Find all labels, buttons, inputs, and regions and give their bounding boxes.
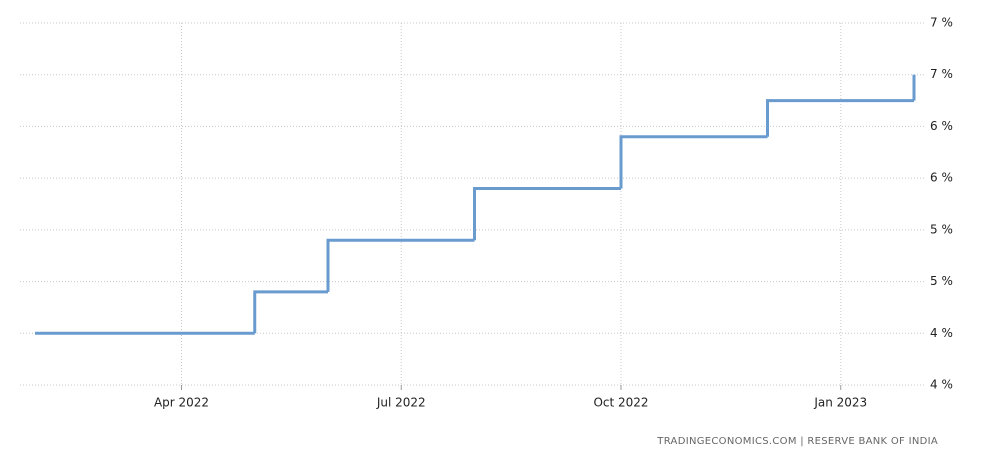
step-segment [326,238,475,292]
step-segment [473,186,621,241]
y-tick-label: 7 % [930,67,953,81]
step-segment [253,290,328,334]
y-tick-label: 5 % [930,222,953,236]
x-tick-label: Jul 2022 [376,396,426,410]
x-tick-label: Jan 2023 [813,396,867,410]
y-tick-label: 6 % [930,119,953,133]
step-segment [619,135,768,189]
y-tick-label: 5 % [930,274,953,288]
step-segment [766,99,914,137]
y-tick-label: 4 % [930,326,953,340]
x-tick-label: Apr 2022 [154,396,209,410]
source: TRADINGECONOMICS.COM | RESERVE BANK OF I… [656,436,938,447]
y-tick-label: 4 % [930,378,953,392]
x-tick-label: Oct 2022 [593,396,648,410]
y-tick-label: 7 % [930,16,953,30]
y-tick-label: 6 % [930,171,953,185]
